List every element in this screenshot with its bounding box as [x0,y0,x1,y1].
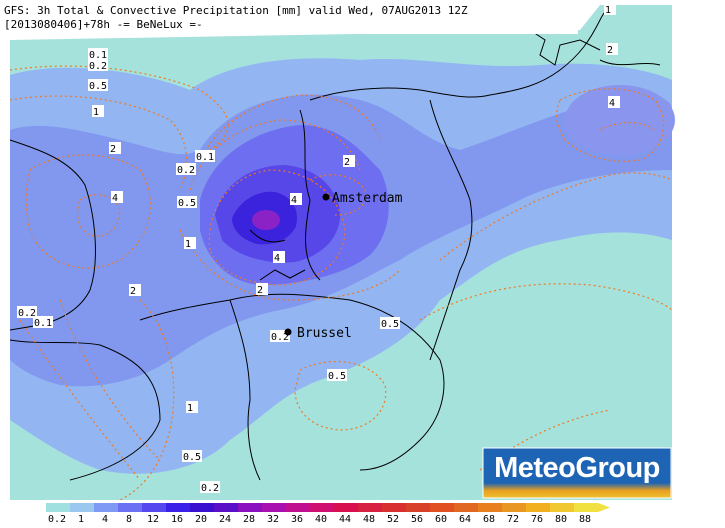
contour-label: 0.1 [196,152,214,163]
legend-swatch [478,503,503,512]
amsterdam-marker [322,193,330,201]
legend-label: 88 [578,514,592,525]
contour-label: 4 [291,195,297,206]
legend-swatch [526,503,551,512]
legend-label: 24 [218,514,232,525]
legend-label: 52 [386,514,400,525]
contour-label: 0.5 [183,452,201,463]
legend-label: 20 [194,514,208,525]
legend-label: 8 [125,514,133,525]
legend-swatch [334,503,359,512]
map-header: GFS: 3h Total & Convective Precipitation… [4,4,578,34]
contour-label: 0.2 [177,165,195,176]
contour-labels: 1 2 4 0.1 0.2 0.5 1 2 4 2 4 0.1 0.2 0.5 … [17,3,620,494]
legend-swatch [358,503,383,512]
contour-label: 0.5 [178,198,196,209]
legend-swatch [454,503,479,512]
brussel-marker [284,328,292,336]
contour-label: 4 [274,253,280,264]
contour-label: 0.2 [89,61,107,72]
legend-swatch [70,503,95,512]
legend-label: 4 [101,514,109,525]
legend-swatch [166,503,191,512]
contour-label: 0.5 [328,371,346,382]
contour-label: 0.1 [34,318,52,329]
contour-label: 2 [110,144,116,155]
country-borders [9,4,661,481]
contour-label: 0.2 [201,483,219,494]
meteogroup-logo: MeteoGroup [483,448,671,498]
legend-swatch [262,503,287,512]
legend-swatch [46,503,71,512]
contour-label: 1 [187,403,193,414]
contour-label: 4 [609,98,615,109]
header-title: GFS: 3h Total & Convective Precipitation… [4,4,468,17]
legend-swatch [574,503,599,512]
legend-label: 56 [410,514,424,525]
contour-label: 1 [185,239,191,250]
contour-label: 0.5 [381,319,399,330]
legend-label: 44 [338,514,352,525]
legend-label: 0.2 [47,514,67,525]
legend-label: 16 [170,514,184,525]
contour-label: 0.5 [89,81,107,92]
legend-swatch [310,503,335,512]
legend-label: 28 [242,514,256,525]
contour-label: 2 [344,157,350,168]
city-label-brussel: Brussel [297,326,352,341]
legend-swatch [190,503,215,512]
legend-label: 12 [146,514,160,525]
contour-label: 1 [605,5,611,16]
precipitation-contours [9,65,673,501]
contour-label: 2 [257,285,263,296]
legend-swatch [502,503,527,512]
legend-label: 60 [434,514,448,525]
contour-label: 2 [607,45,613,56]
legend-label: 32 [266,514,280,525]
logo-box [482,447,672,499]
legend-label: 1 [77,514,85,525]
contour-label: 0.2 [271,332,289,343]
legend-swatch [286,503,311,512]
legend-label: 76 [530,514,544,525]
legend-label: 68 [482,514,496,525]
legend-swatch [430,503,455,512]
legend-label: 80 [554,514,568,525]
header-subtitle: [2013080406]+78h -= BeNeLux =- [4,18,203,31]
legend-label: 72 [506,514,520,525]
precipitation-field [10,5,675,500]
legend-swatch [118,503,143,512]
legend-swatch [142,503,167,512]
contour-label: 4 [112,193,118,204]
legend-swatch [382,503,407,512]
city-markers: Amsterdam Brussel [284,191,403,341]
legend-swatch [214,503,239,512]
legend-swatch [238,503,263,512]
city-label-amsterdam: Amsterdam [332,191,403,206]
legend-label: 64 [458,514,472,525]
legend-swatch [94,503,119,512]
contour-label: 1 [93,107,99,118]
legend-arrow [598,503,610,512]
legend-label: 48 [362,514,376,525]
legend-label: 36 [290,514,304,525]
legend-colorbar [46,503,610,512]
legend-swatch [406,503,431,512]
contour-label: 0.2 [18,308,36,319]
logo-text: MeteoGroup [494,452,660,484]
contour-label: 2 [130,286,136,297]
contour-label: 0.1 [89,50,107,61]
legend-label: 40 [314,514,328,525]
legend-swatch [550,503,575,512]
